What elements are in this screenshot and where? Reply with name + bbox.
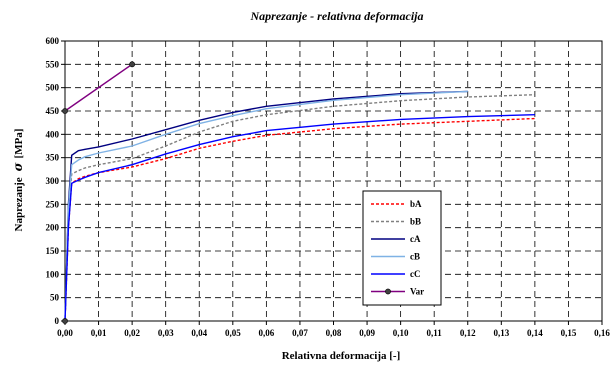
x-tick-label: 0,12 (460, 328, 476, 338)
y-tick-label: 450 (46, 106, 60, 116)
y-tick-label: 550 (46, 59, 60, 69)
y-tick-label: 100 (46, 269, 60, 279)
x-tick-label: 0,02 (124, 328, 140, 338)
y-axis-title: Naprezanje σ [MPa] (11, 129, 25, 232)
y-axis-ticks: 0 50 100 150 200 250 300 350 400 450 500 550 600 (46, 36, 65, 326)
x-tick-label: 0,09 (359, 328, 375, 338)
x-tick-label: 0,13 (493, 328, 509, 338)
y-tick-label: 500 (46, 83, 60, 93)
x-tick-label: 0,01 (91, 328, 107, 338)
legend-label-cA: cA (410, 234, 421, 244)
x-tick-label: 0,00 (57, 328, 73, 338)
y-axis-unit: [MPa] (13, 129, 25, 159)
x-tick-label: 0,15 (561, 328, 577, 338)
series-line-cA (64, 90, 468, 322)
y-axis-title-group: Naprezanje σ [MPa] (11, 129, 25, 232)
y-tick-label: 300 (46, 176, 60, 186)
x-tick-label: 0,05 (225, 328, 241, 338)
x-tick-label: 0,03 (158, 328, 174, 338)
x-tick-label: 0,08 (326, 328, 342, 338)
series-line-bB (64, 94, 535, 322)
series-line-cB (64, 90, 468, 322)
series-point-Var (129, 61, 136, 68)
y-tick-label: 350 (46, 153, 60, 163)
y-tick-label: 600 (46, 36, 60, 46)
series-line-Var (64, 63, 133, 112)
y-tick-label: 0 (55, 316, 60, 326)
y-tick-label: 50 (50, 293, 60, 303)
legend-box (362, 190, 442, 306)
x-tick-label: 0,11 (427, 328, 443, 338)
series-line-bA (64, 117, 535, 322)
chart-title: Naprezanje - relativna deformacija (250, 9, 424, 23)
x-tick-label: 0,04 (191, 328, 207, 338)
origin-point (62, 318, 68, 324)
y-tick-label: 200 (46, 223, 60, 233)
legend-label-cB: cB (410, 252, 420, 262)
x-tick-label: 0,16 (594, 328, 610, 338)
y-axis-label-text: Naprezanje (13, 177, 25, 231)
y-tick-label: 250 (46, 199, 60, 209)
x-tick-label: 0,14 (527, 328, 543, 338)
legend-label-bA: bA (410, 199, 422, 209)
legend-label-bB: bB (410, 217, 421, 227)
x-axis-title: Relativna deformacija [-] (282, 350, 401, 362)
legend: bA bB cA cB cC Var (362, 190, 442, 306)
y-axis-sigma-symbol: σ (11, 162, 25, 171)
x-axis-ticks: 0,00 0,01 0,02 0,03 0,04 0,05 0,06 0,07 0,08 0,09… (57, 321, 610, 338)
series-layer (62, 61, 535, 324)
legend-marker-Var (385, 288, 391, 295)
y-tick-label: 400 (46, 129, 60, 139)
y-tick-label: 150 (46, 246, 60, 256)
x-tick-label: 0,07 (292, 328, 308, 338)
series-line-cC (64, 114, 535, 322)
legend-label-Var: Var (410, 287, 424, 297)
grid (65, 41, 602, 321)
x-tick-label: 0,10 (393, 328, 409, 338)
x-tick-label: 0,06 (259, 328, 275, 338)
series-point-Var (62, 108, 68, 114)
legend-label-cC: cC (410, 269, 421, 279)
